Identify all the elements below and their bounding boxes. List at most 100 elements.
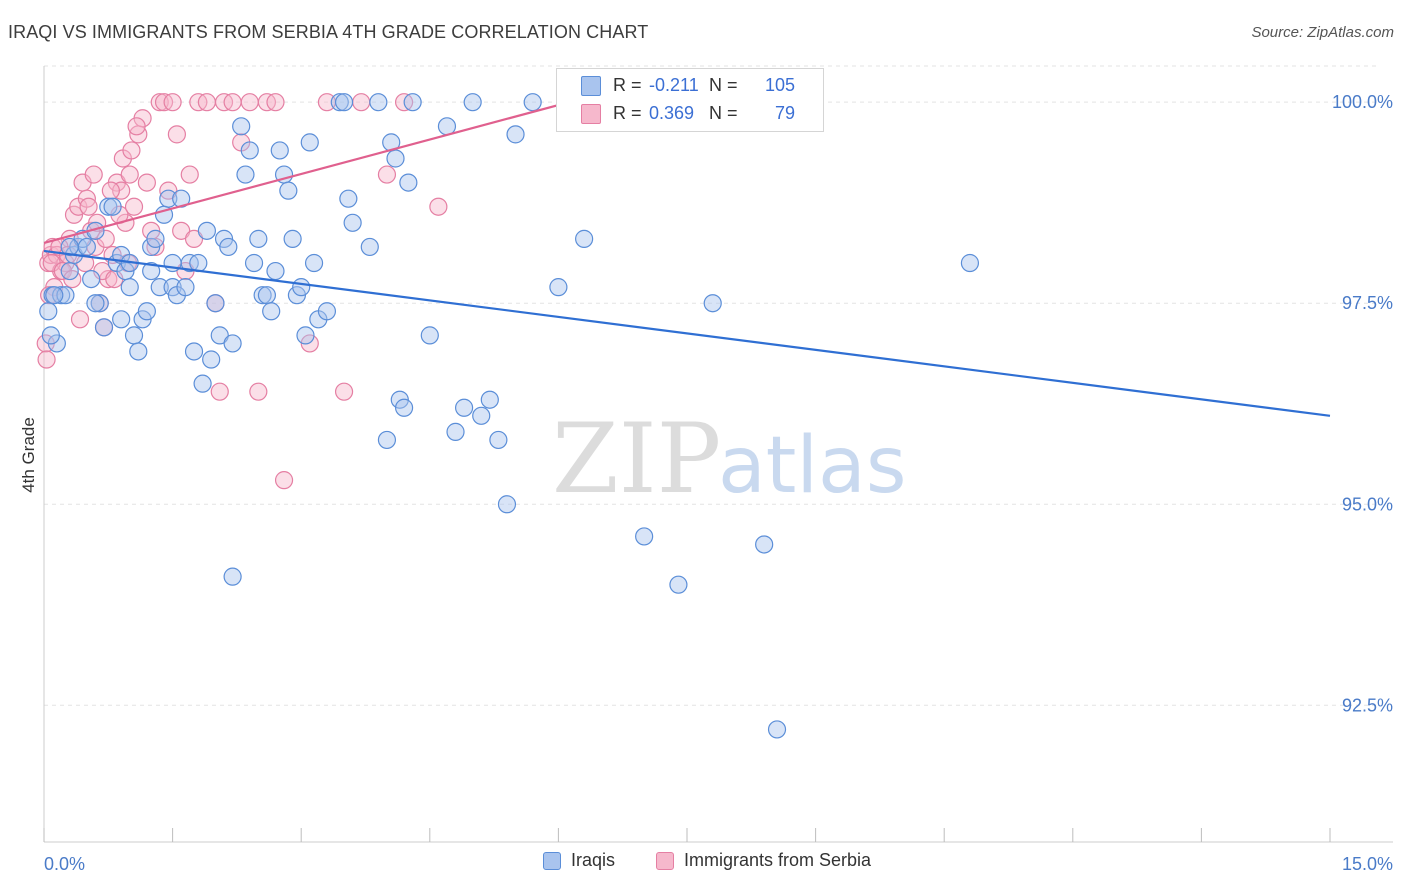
data-point: [472, 406, 491, 425]
data-point: [669, 575, 688, 594]
data-point: [377, 430, 397, 450]
data-point: [219, 237, 238, 257]
data-point: [244, 253, 264, 273]
y-axis-title: 4th Grade: [19, 417, 38, 493]
data-point: [300, 133, 319, 152]
data-point: [120, 278, 139, 297]
data-point: [403, 93, 422, 112]
data-point: [296, 326, 315, 345]
gridlines: [44, 65, 1380, 706]
iraqis-swatch-icon: [581, 76, 601, 96]
data-point: [270, 141, 289, 160]
data-point: [150, 93, 169, 112]
data-point: [249, 229, 268, 248]
data-point: [497, 495, 517, 514]
data-point: [369, 93, 388, 112]
data-point: [70, 310, 90, 329]
data-point: [399, 173, 418, 192]
data-point: [279, 181, 298, 200]
data-point: [767, 720, 787, 739]
data-point: [163, 93, 182, 112]
data-point: [755, 535, 774, 554]
data-point: [257, 286, 277, 305]
trend-line-serbia: [43, 97, 585, 244]
serbia-points: [36, 93, 594, 490]
data-point: [172, 221, 191, 240]
legend-label-iraqis: Iraqis: [571, 850, 616, 870]
data-point: [202, 350, 221, 369]
r-label: R =: [613, 103, 642, 123]
watermark-atlas: atlas: [718, 421, 907, 511]
n-label: N =: [709, 75, 738, 95]
axes: [43, 66, 1393, 843]
iraqis-points: [39, 93, 980, 739]
source-credit: Source: ZipAtlas.com: [1251, 24, 1394, 41]
trend-lines: [43, 97, 1331, 417]
n-value: 79: [775, 103, 796, 123]
chart-title: IRAQI VS IMMIGRANTS FROM SERBIA 4TH GRAD…: [8, 22, 649, 42]
trend-line-iraqis: [43, 249, 1331, 417]
n-value: 105: [765, 75, 796, 95]
data-point: [960, 253, 980, 273]
data-point: [317, 302, 337, 321]
watermark-zip: ZIP: [552, 403, 721, 515]
data-point: [193, 374, 212, 393]
data-point: [223, 93, 242, 112]
r-value: 0.369: [649, 103, 695, 123]
data-point: [167, 125, 186, 144]
r-label: R =: [613, 75, 642, 95]
data-point: [386, 149, 405, 168]
data-point: [463, 93, 482, 112]
iraqis-legend-icon: [543, 851, 561, 870]
data-point: [330, 93, 349, 112]
serbia-legend-icon: [656, 851, 674, 870]
stats-legend: R = -0.211 N = 105 R = 0.369 N = 79: [556, 68, 824, 132]
data-point: [274, 471, 294, 490]
data-point: [90, 294, 109, 313]
data-point: [197, 93, 216, 112]
stats-row-serbia: R = 0.369 N = 79: [557, 101, 823, 127]
data-point: [112, 310, 131, 329]
data-point: [360, 237, 379, 257]
y-tick-label: 100.0%: [1332, 92, 1393, 112]
data-point: [45, 286, 64, 305]
data-point: [79, 197, 98, 216]
data-point: [159, 189, 178, 208]
data-point: [343, 213, 362, 232]
data-point: [103, 197, 122, 216]
data-point: [240, 93, 259, 112]
data-point: [420, 326, 439, 345]
x-tick-labels: 0.0% 15.0%: [44, 854, 1393, 874]
data-point: [549, 278, 568, 297]
data-point: [39, 302, 58, 321]
data-point: [120, 165, 139, 184]
data-point: [206, 294, 225, 313]
data-point: [52, 286, 71, 305]
x-tick-label: 0.0%: [44, 854, 85, 874]
data-point: [506, 125, 525, 144]
data-point: [137, 302, 156, 321]
data-point: [60, 261, 79, 281]
legend-item-iraqis[interactable]: Iraqis: [543, 850, 615, 871]
data-point: [232, 117, 251, 136]
data-point: [184, 342, 204, 361]
data-point: [142, 261, 161, 281]
legend-item-serbia[interactable]: Immigrants from Serbia: [656, 850, 871, 871]
data-point: [127, 117, 146, 136]
data-point: [489, 430, 508, 450]
data-point: [446, 422, 465, 441]
data-point: [377, 165, 397, 184]
data-point: [129, 342, 148, 361]
data-point: [197, 221, 216, 240]
data-point: [334, 93, 354, 112]
data-point: [262, 302, 281, 321]
data-point: [84, 165, 103, 184]
data-point: [253, 286, 272, 305]
data-point: [223, 334, 242, 353]
y-tick-label: 95.0%: [1342, 494, 1393, 514]
stats-row-iraqis: R = -0.211 N = 105: [557, 73, 823, 99]
data-point: [635, 527, 654, 546]
data-point: [82, 269, 101, 289]
y-tick-label: 97.5%: [1342, 293, 1393, 313]
